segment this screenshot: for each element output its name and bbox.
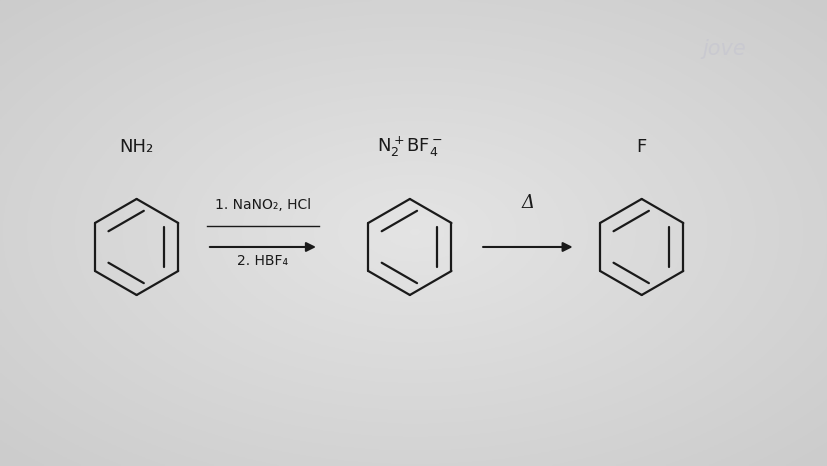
Text: Δ: Δ: [521, 194, 534, 212]
Text: jove: jove: [702, 39, 745, 59]
Text: F: F: [636, 138, 646, 156]
Text: 1. NaNO₂, HCl: 1. NaNO₂, HCl: [214, 198, 311, 212]
Text: 2. HBF₄: 2. HBF₄: [237, 254, 288, 268]
Text: NH₂: NH₂: [119, 138, 154, 156]
Text: $\mathregular{N_2^+BF_4^-}$: $\mathregular{N_2^+BF_4^-}$: [376, 135, 442, 159]
